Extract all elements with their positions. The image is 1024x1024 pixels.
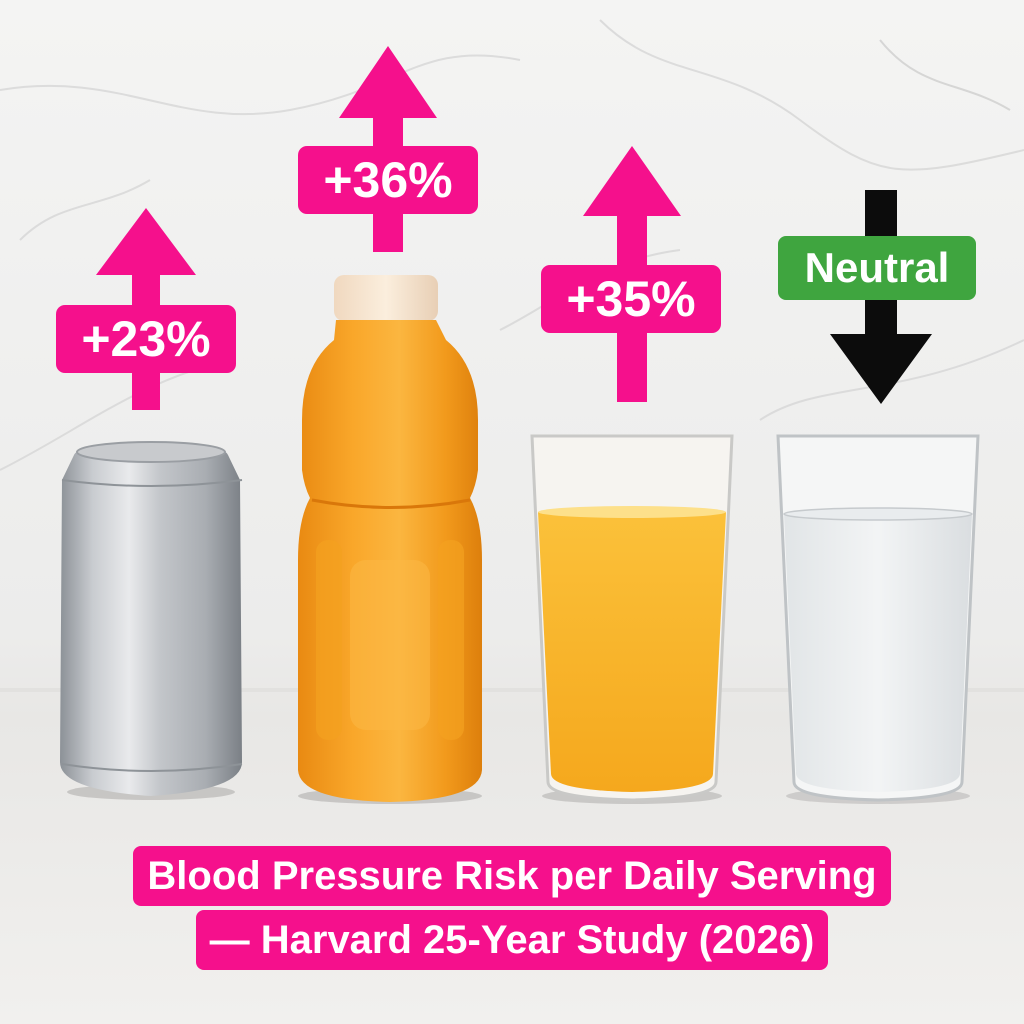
water-glass-icon [776, 434, 980, 804]
orange-juice-glass-icon [530, 434, 734, 804]
risk-badge-soda: +23% [56, 305, 236, 373]
soda-can-icon [60, 441, 243, 800]
caption-banner: Blood Pressure Risk per Daily Serving — … [0, 846, 1024, 970]
marble-background [0, 19, 1024, 471]
caption-line-2: — Harvard 25-Year Study (2026) [195, 910, 829, 970]
counter-edge [0, 688, 1024, 692]
risk-badge-water: Neutral [778, 236, 976, 300]
caption-line-1: Blood Pressure Risk per Daily Serving [133, 846, 891, 906]
risk-badge-sports-drink: +36% [298, 146, 478, 214]
risk-badge-orange-juice: +35% [541, 265, 721, 333]
sports-drink-bottle-icon [298, 275, 482, 804]
